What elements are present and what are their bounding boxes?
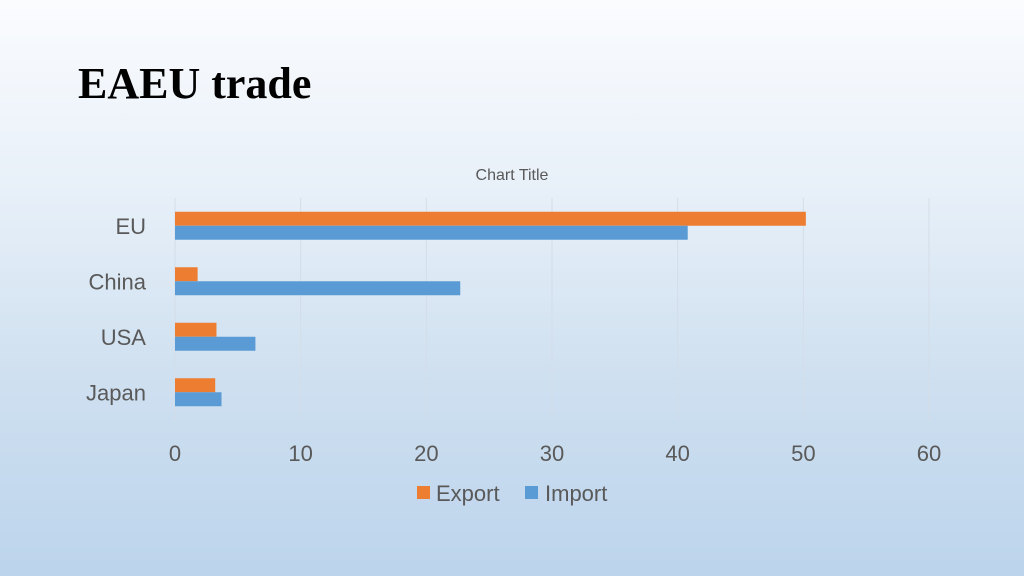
- legend-swatch-import: [525, 486, 538, 499]
- category-labels: EU China USA Japan: [86, 214, 147, 406]
- bar-export-usa: [175, 322, 217, 337]
- bars: [175, 211, 806, 407]
- category-label: USA: [101, 325, 147, 350]
- bar-import-usa: [175, 336, 256, 351]
- category-label: China: [89, 269, 147, 294]
- x-tick-label: 40: [665, 441, 689, 466]
- bar-export-china: [175, 267, 198, 282]
- bar-import-japan: [175, 392, 222, 407]
- bar-export-japan: [175, 378, 216, 393]
- x-tick-label: 50: [791, 441, 815, 466]
- bar-import-eu: [175, 225, 688, 240]
- slide-title: EAEU trade: [78, 59, 312, 108]
- tick-labels: 0 10 20 30 40 50 60: [169, 441, 941, 466]
- legend-label-import: Import: [545, 481, 607, 506]
- x-tick-label: 20: [414, 441, 438, 466]
- legend: Export Import: [417, 481, 607, 506]
- legend-swatch-export: [417, 486, 430, 499]
- x-tick-label: 60: [917, 441, 941, 466]
- category-label: Japan: [86, 380, 146, 405]
- x-tick-label: 0: [169, 441, 181, 466]
- bar-import-china: [175, 281, 461, 296]
- x-tick-label: 10: [288, 441, 312, 466]
- x-tick-label: 30: [540, 441, 564, 466]
- legend-label-export: Export: [436, 481, 500, 506]
- chart-title: Chart Title: [476, 167, 549, 184]
- category-label: EU: [115, 214, 146, 239]
- bar-export-eu: [175, 211, 806, 226]
